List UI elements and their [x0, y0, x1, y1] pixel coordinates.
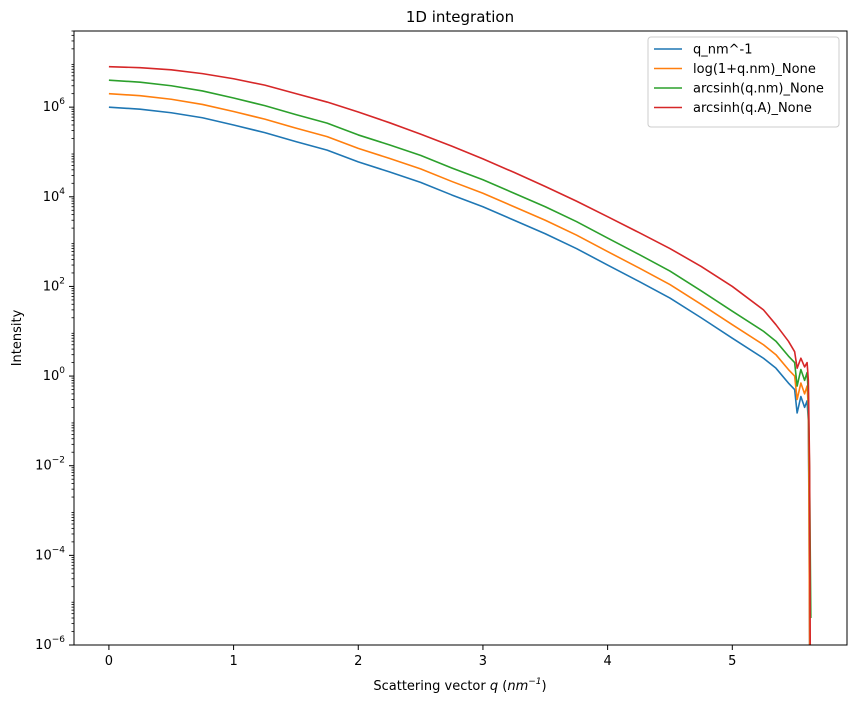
y-tick-label: 104 — [43, 187, 66, 205]
y-tick-label: 10−6 — [35, 635, 65, 653]
x-tick-label: 1 — [229, 654, 237, 669]
x-tick-label: 5 — [728, 654, 736, 669]
x-tick-label: 4 — [603, 654, 611, 669]
y-axis-label: Intensity — [10, 309, 25, 366]
y-axis: 10−6 10−4 10−2 100 102 104 106 — [35, 30, 74, 653]
x-tick-label: 0 — [105, 654, 113, 669]
series-line-3 — [108, 65, 812, 645]
chart-title: 1D integration — [406, 8, 514, 26]
series-line-2 — [108, 79, 812, 619]
legend-label: arcsinh(q.A)_None — [693, 101, 812, 116]
y-tick-label: 106 — [43, 97, 66, 115]
series-line-0 — [108, 106, 811, 645]
y-tick-label: 102 — [43, 276, 65, 294]
legend-label: log(1+q.nm)_None — [693, 62, 816, 77]
x-tick-label: 2 — [354, 654, 362, 669]
y-tick-label: 10−4 — [35, 545, 65, 563]
legend-label: q_nm^-1 — [693, 43, 753, 58]
x-tick-label: 3 — [479, 654, 487, 669]
y-tick-label: 100 — [43, 366, 66, 384]
series-line-1 — [108, 92, 811, 645]
plot-area — [108, 65, 812, 645]
x-axis: 0 1 2 3 4 5 — [105, 645, 736, 669]
legend-label: arcsinh(q.nm)_None — [693, 82, 824, 97]
x-axis-label: Scattering vector q (nm−1) — [373, 677, 546, 694]
y-tick-label: 10−2 — [35, 456, 65, 474]
legend-box — [647, 36, 840, 128]
legend: q_nm^-1 log(1+q.nm)_None arcsinh(q.nm)_Non… — [647, 36, 840, 128]
